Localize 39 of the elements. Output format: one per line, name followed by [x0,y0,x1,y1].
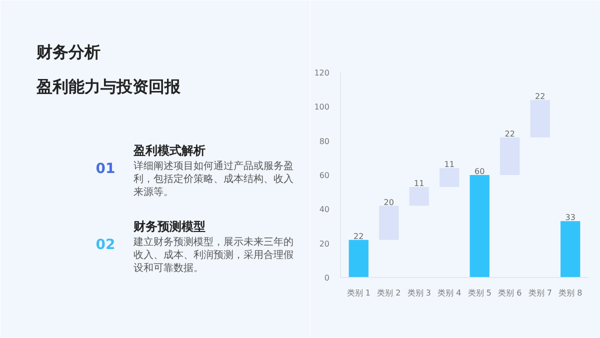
bar [560,221,580,278]
x-tick-label: 类别 4 [438,288,462,298]
x-tick-label: 类别 3 [407,288,431,298]
data-label: 22 [504,129,515,138]
y-tick-label: 40 [319,205,330,214]
text: 详细阐述项目如何通过产品或服务盈利，包括定价策略、成本结构、收入来源等。 [134,160,294,198]
y-tick-label: 80 [319,136,330,146]
text: 盈利模式解析 [132,144,206,158]
x-tick-label: 类别 8 [558,288,582,298]
y-tick-label: 100 [314,102,330,112]
data-label: 11 [414,178,424,188]
data-label: 22 [354,232,364,241]
bar [409,186,429,206]
bar [500,137,520,175]
bar [379,206,399,240]
bar [470,175,490,278]
text: 盈利能力与投资回报 [36,77,182,96]
bar [348,240,368,278]
data-label: 20 [384,198,394,207]
bar [440,168,460,187]
y-tick-label: 60 [319,171,330,180]
text: 财务分析 [36,42,100,62]
x-tick-label: 类别 6 [498,288,522,298]
data-label: 11 [444,160,454,170]
data-label: 33 [565,213,576,222]
x-tick-label: 类别 5 [468,288,492,298]
x-tick-label: 类别 7 [528,288,552,298]
text: 02 [96,237,116,253]
bar [530,100,550,138]
y-tick-label: 120 [314,68,330,78]
data-label: 22 [535,92,546,101]
y-tick-label: 20 [319,239,330,248]
text: 01 [96,161,116,177]
x-tick-label: 类别 2 [377,288,401,298]
text: 财务预测模型 [132,220,206,234]
data-label: 60 [474,167,485,176]
y-tick-label: 0 [324,274,330,282]
x-tick-label: 类别 1 [346,288,370,298]
text: 建立财务预测模型，展示未来三年的收入、成本、利润预测，采用合理假设和可靠数据。 [132,236,294,274]
